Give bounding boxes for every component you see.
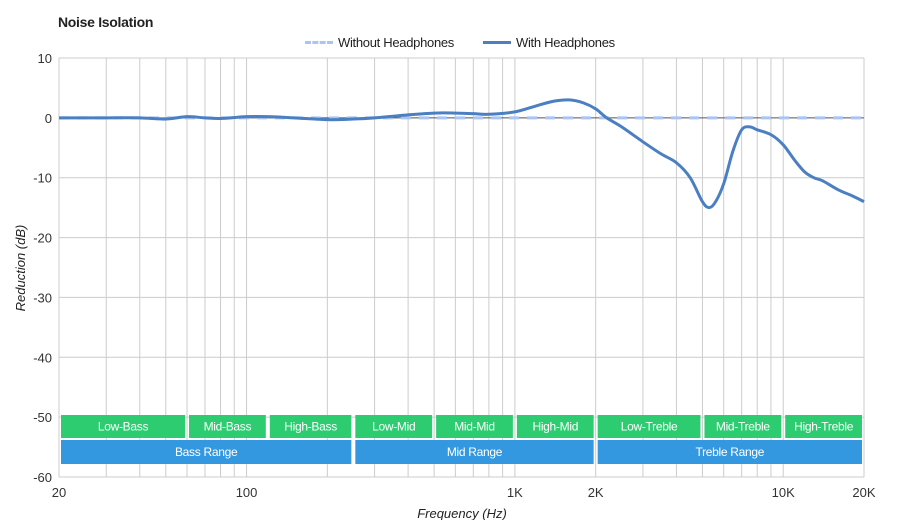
band-mid-bass xyxy=(189,415,266,438)
legend-swatch-solid xyxy=(483,41,511,44)
x-tick-label: 20K xyxy=(852,485,875,500)
legend-label: Without Headphones xyxy=(338,35,455,50)
legend-swatch-dashed xyxy=(305,41,333,44)
legend-item-with-headphones[interactable]: With Headphones xyxy=(483,35,615,50)
x-tick-label: 10K xyxy=(772,485,795,500)
legend: Without Headphones With Headphones xyxy=(0,35,900,53)
y-tick-label: -60 xyxy=(33,470,52,485)
series-lines xyxy=(59,98,865,210)
y-tick-label: 10 xyxy=(38,51,52,66)
y-tick-label: -40 xyxy=(33,350,52,365)
x-tick-label: 20 xyxy=(52,485,66,500)
band-label: Mid-Treble xyxy=(716,420,771,434)
band-label: Low-Bass xyxy=(98,420,149,434)
y-tick-label: -10 xyxy=(33,171,52,186)
band-treble-range xyxy=(597,440,862,464)
band-label: High-Bass xyxy=(284,420,337,434)
band-mid-range xyxy=(355,440,594,464)
y-tick-label: 0 xyxy=(45,111,52,126)
y-tick-label: -20 xyxy=(33,231,52,246)
y-tick-label: -50 xyxy=(33,410,52,425)
band-label: Low-Treble xyxy=(621,420,678,434)
band-high-mid xyxy=(516,415,594,438)
band-high-treble xyxy=(785,415,862,438)
series-line-with-headphones xyxy=(59,98,865,210)
band-label: Low-Mid xyxy=(372,420,415,434)
band-label: High-Mid xyxy=(532,420,578,434)
band-low-mid xyxy=(355,415,433,438)
x-tick-label: 100 xyxy=(236,485,258,500)
band-low-treble xyxy=(597,415,701,438)
band-label: Mid-Mid xyxy=(454,420,495,434)
band-label: Treble Range xyxy=(695,445,764,459)
band-label: High-Treble xyxy=(794,420,854,434)
band-label: Bass Range xyxy=(175,445,238,459)
y-axis-title: Reduction (dB) xyxy=(13,225,28,312)
chart-title: Noise Isolation xyxy=(58,14,154,30)
x-axis-title: Frequency (Hz) xyxy=(417,506,507,520)
legend-label: With Headphones xyxy=(516,35,615,50)
grid-lines xyxy=(58,57,865,478)
band-mid-mid xyxy=(436,415,513,438)
x-tick-label: 1K xyxy=(507,485,523,500)
band-bass-range xyxy=(61,440,352,464)
band-low-bass xyxy=(61,415,186,438)
band-label: Mid-Bass xyxy=(204,420,252,434)
band-high-bass xyxy=(269,415,352,438)
y-tick-label: -30 xyxy=(33,290,52,305)
band-mid-treble xyxy=(704,415,782,438)
frequency-bands: Low-Bass Mid-Bass High-Bass Low-Mid Mid-Mid H… xyxy=(61,415,862,464)
band-label: Mid Range xyxy=(447,445,503,459)
x-tick-label: 2K xyxy=(588,485,604,500)
legend-item-without-headphones[interactable]: Without Headphones xyxy=(305,35,454,50)
